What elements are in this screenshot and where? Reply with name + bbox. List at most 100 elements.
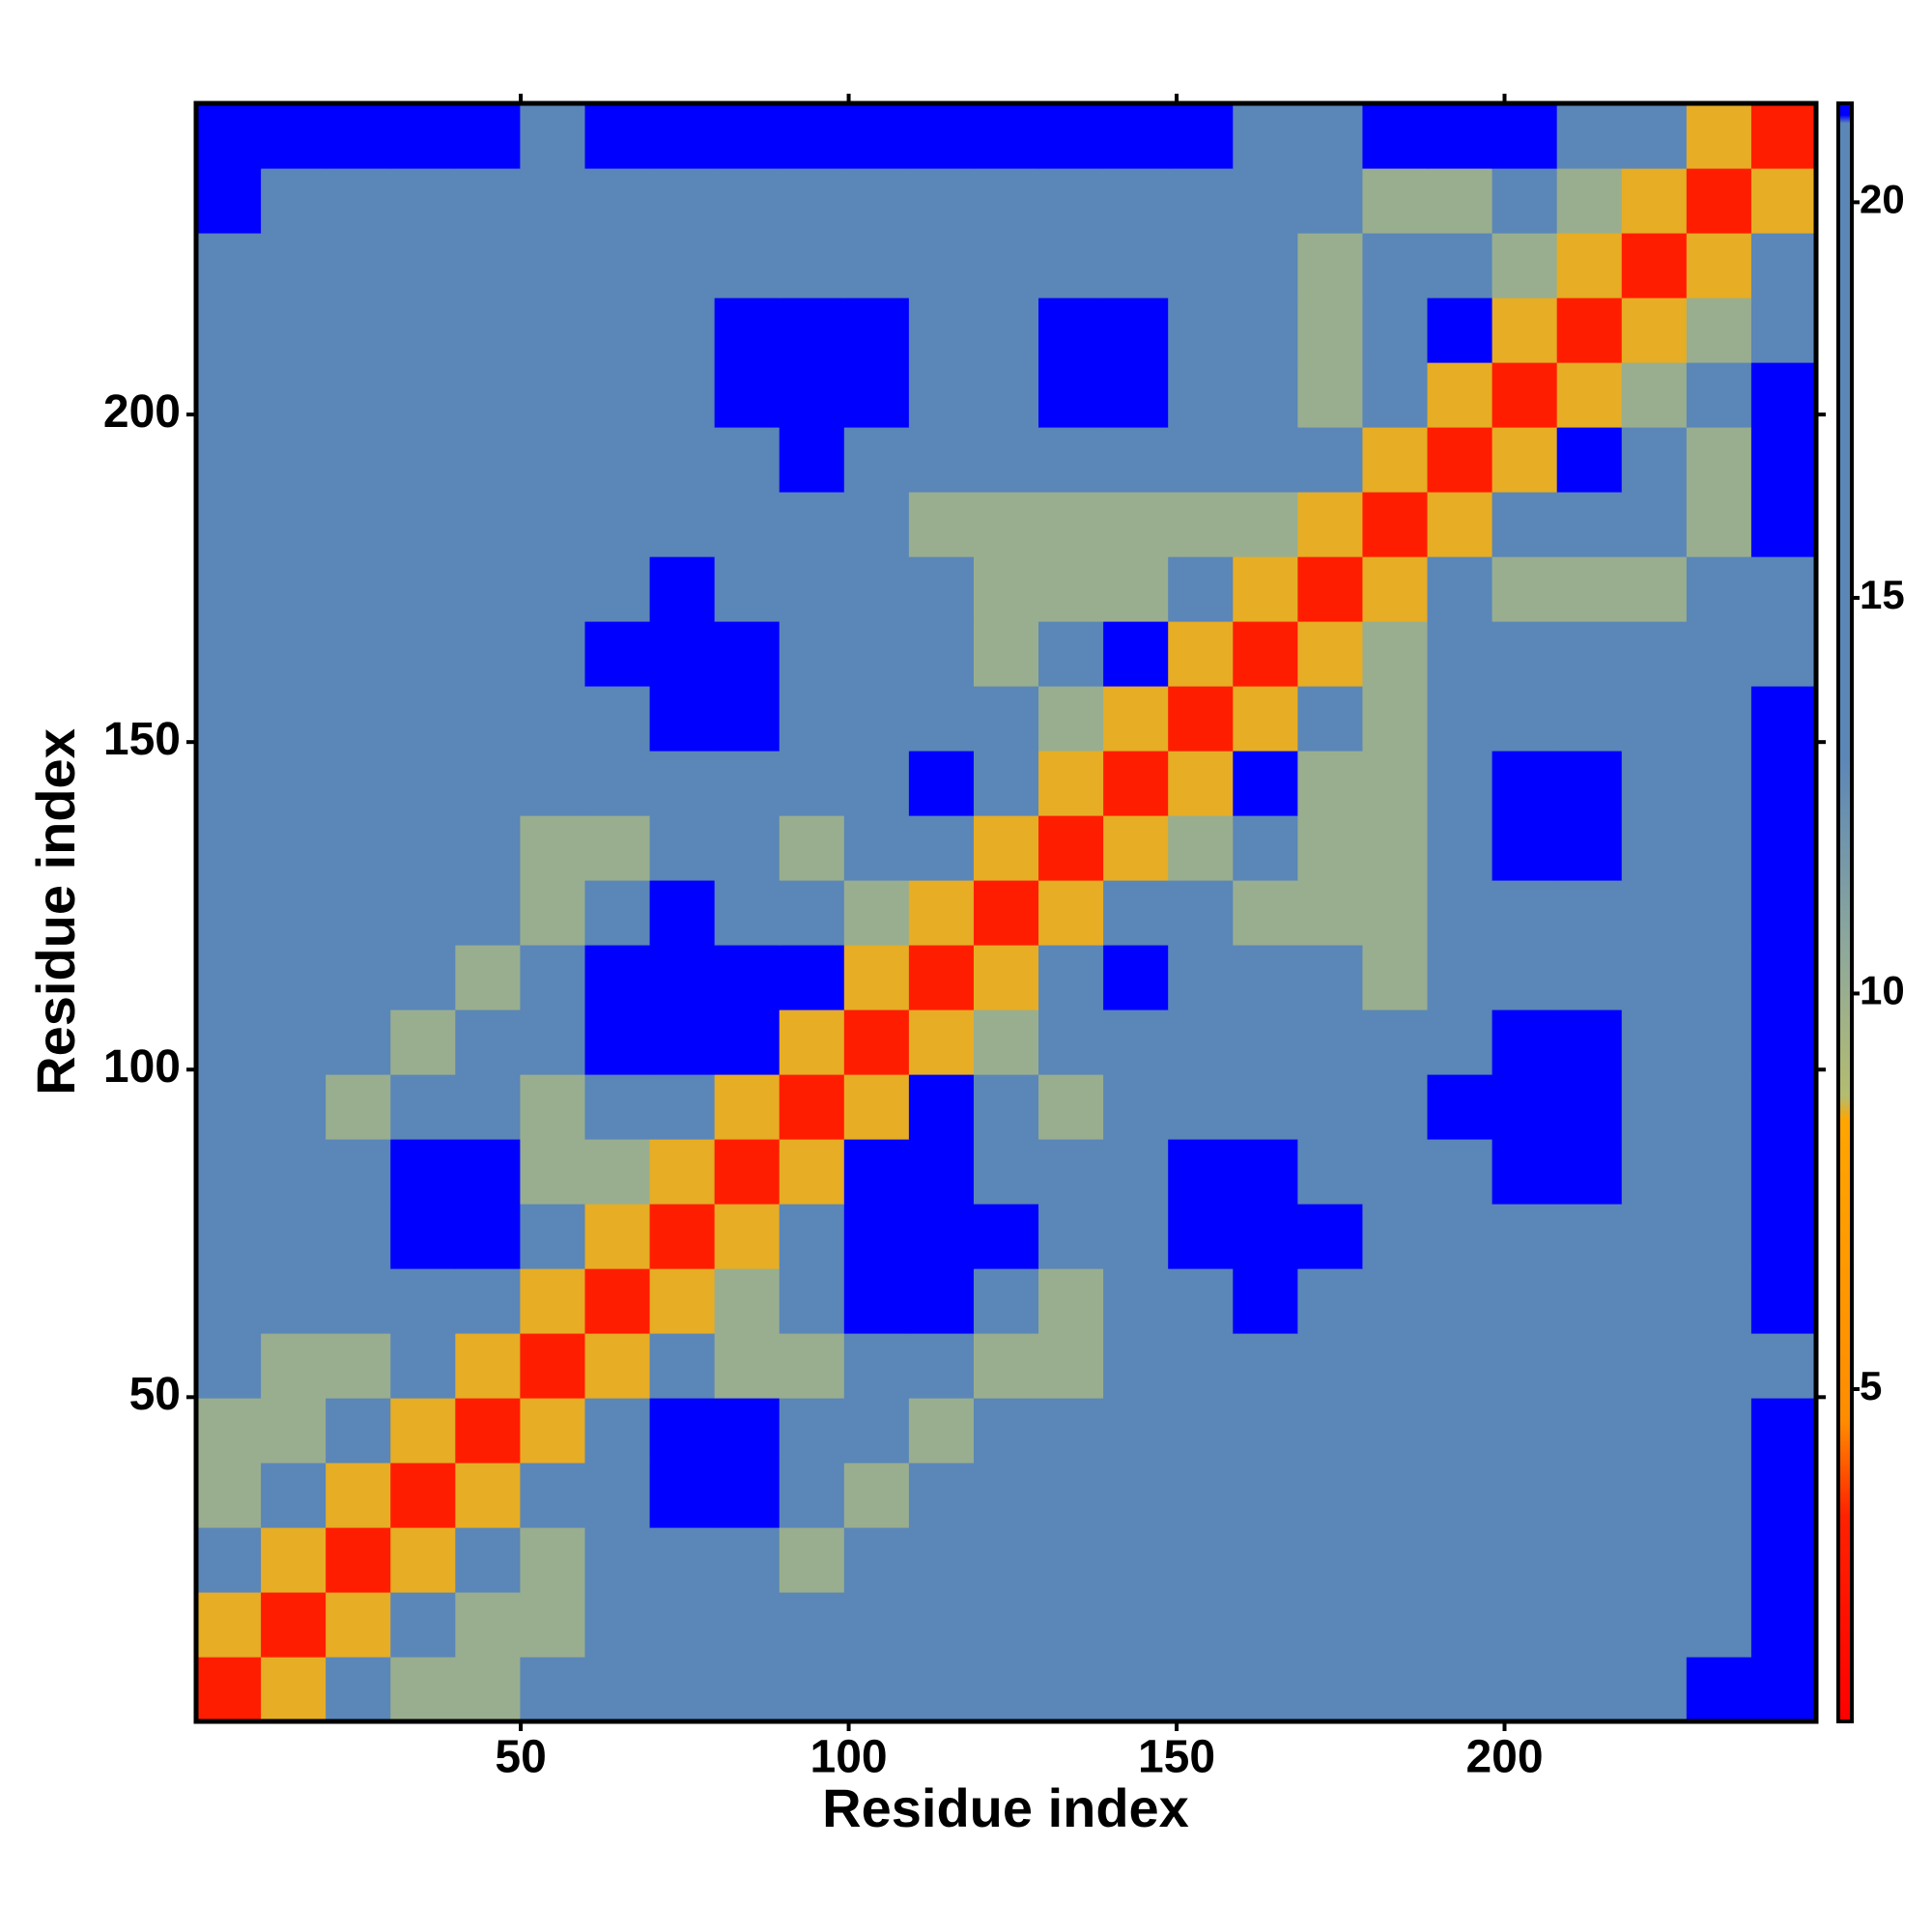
heatmap-cell: [455, 751, 521, 816]
heatmap-cell: [1103, 1074, 1169, 1140]
plot-frame: [193, 100, 1819, 1724]
heatmap-cell: [1168, 1333, 1234, 1399]
heatmap-cell: [779, 1463, 845, 1528]
heatmap-cell: [714, 1592, 781, 1658]
heatmap-cell: [1427, 1333, 1493, 1399]
heatmap-cell: [455, 556, 521, 622]
heatmap-cell: [908, 556, 975, 622]
heatmap-cell: [455, 945, 521, 1010]
heatmap-cell: [196, 751, 262, 816]
heatmap-cell: [520, 686, 586, 752]
heatmap-cell: [1233, 556, 1298, 622]
heatmap-cell: [779, 233, 845, 298]
heatmap-cell: [1362, 103, 1429, 169]
heatmap-cell: [1233, 1204, 1298, 1269]
heatmap-cell: [326, 556, 391, 622]
heatmap-cell: [1427, 945, 1493, 1010]
heatmap-cell: [261, 751, 327, 816]
heatmap-cell: [1168, 298, 1234, 363]
colorbar-tick-label: 20: [1860, 176, 1905, 221]
heatmap-cell: [779, 1592, 845, 1658]
heatmap-cell: [779, 103, 845, 169]
heatmap-cell: [1750, 1139, 1817, 1205]
heatmap-cell: [1297, 492, 1364, 557]
heatmap-cell: [973, 1268, 1039, 1334]
heatmap-cell: [1750, 621, 1817, 687]
heatmap-cell: [1492, 1333, 1558, 1399]
heatmap-cell: [1103, 686, 1169, 752]
heatmap-cell: [1492, 427, 1558, 493]
heatmap-cell: [714, 1139, 781, 1205]
heatmap-cell: [714, 621, 781, 687]
heatmap-cell: [1168, 1398, 1234, 1463]
heatmap-cell: [1750, 556, 1817, 622]
heatmap-cell: [1233, 1657, 1298, 1722]
heatmap-cell: [196, 362, 262, 428]
heatmap-cell: [390, 1009, 456, 1075]
heatmap-cell: [1621, 1009, 1688, 1075]
heatmap-cell: [390, 1204, 456, 1269]
heatmap-cell: [455, 1592, 521, 1658]
heatmap-cell: [1492, 751, 1558, 816]
heatmap-cell: [649, 815, 716, 881]
heatmap-cell: [196, 298, 262, 363]
heatmap-cell: [584, 1268, 651, 1334]
heatmap-cell: [584, 362, 651, 428]
heatmap-cell: [1427, 1204, 1493, 1269]
heatmap-cell: [1427, 1009, 1493, 1075]
heatmap-cell: [584, 233, 651, 298]
heatmap-cell: [1362, 686, 1429, 752]
heatmap-cell: [261, 1657, 327, 1722]
heatmap-cell: [1038, 815, 1104, 881]
heatmap-cell: [1621, 686, 1688, 752]
heatmap-cell: [1038, 362, 1104, 428]
heatmap-cell: [196, 427, 262, 493]
heatmap-cell: [649, 168, 716, 234]
heatmap-cell: [1233, 815, 1298, 881]
heatmap-cell: [649, 1268, 716, 1334]
heatmap-cell: [714, 233, 781, 298]
heatmap-cell: [1103, 751, 1169, 816]
heatmap-cell: [1556, 1139, 1623, 1205]
heatmap-cell: [1621, 492, 1688, 557]
heatmap-cell: [908, 621, 975, 687]
heatmap-cell: [520, 556, 586, 622]
heatmap-cell: [1492, 686, 1558, 752]
heatmap-cell: [1103, 298, 1169, 363]
heatmap-cell: [1556, 686, 1623, 752]
heatmap-cell: [390, 556, 456, 622]
heatmap-cell: [196, 233, 262, 298]
heatmap-cell: [520, 1398, 586, 1463]
heatmap-cell: [1686, 1204, 1752, 1269]
heatmap-cell: [908, 1398, 975, 1463]
heatmap-cell: [843, 427, 910, 493]
heatmap-cell: [779, 1139, 845, 1205]
heatmap-cell: [1297, 556, 1364, 622]
heatmap-cell: [1233, 103, 1298, 169]
heatmap-cell: [1621, 233, 1688, 298]
heatmap-cell: [1750, 1333, 1817, 1399]
heatmap-cell: [1233, 1527, 1298, 1593]
heatmap-cell: [390, 362, 456, 428]
heatmap-cell: [584, 751, 651, 816]
heatmap-cell: [1427, 751, 1493, 816]
heatmap-cell: [1750, 233, 1817, 298]
heatmap-cell: [1686, 1074, 1752, 1140]
heatmap-cell: [779, 621, 845, 687]
heatmap-cell: [1686, 1463, 1752, 1528]
heatmap-cell: [1362, 1074, 1429, 1140]
heatmap-cell: [390, 621, 456, 687]
heatmap-cell: [843, 1592, 910, 1658]
heatmap-cell: [908, 1333, 975, 1399]
heatmap-cell: [1103, 880, 1169, 946]
heatmap-cell: [261, 1527, 327, 1593]
heatmap-cell: [261, 1463, 327, 1528]
heatmap-cell: [326, 1527, 391, 1593]
heatmap-cell: [1038, 492, 1104, 557]
heatmap-cell: [1427, 1398, 1493, 1463]
heatmap-cell: [520, 1527, 586, 1593]
heatmap-cell: [1492, 1398, 1558, 1463]
heatmap-cell: [1621, 621, 1688, 687]
heatmap-cell: [843, 1009, 910, 1075]
heatmap-cell: [908, 686, 975, 752]
